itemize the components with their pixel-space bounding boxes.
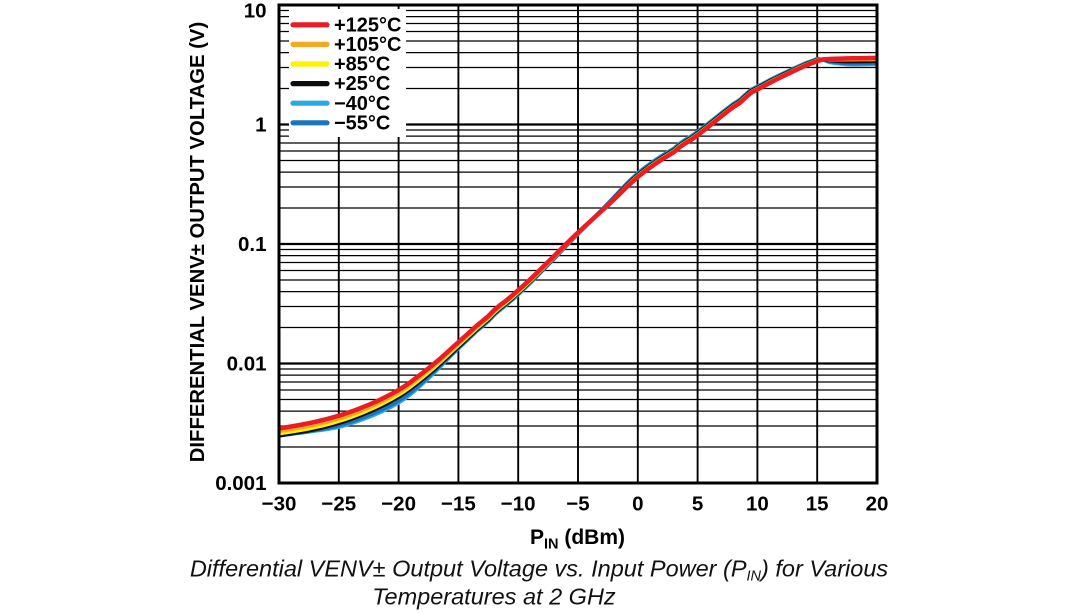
svg-text:0.1: 0.1 [238,233,267,256]
svg-text:+85°C: +85°C [334,54,390,76]
svg-text:10: 10 [244,0,267,23]
svg-text:5: 5 [692,493,703,516]
svg-text:+105°C: +105°C [334,34,402,56]
svg-text:−40°C: −40°C [334,93,390,115]
svg-text:−20: −20 [381,493,416,516]
svg-text:PIN (dBm): PIN (dBm) [530,526,625,553]
svg-text:DIFFERENTIAL VENV± OUTPUT VOLT: DIFFERENTIAL VENV± OUTPUT VOLTAGE (V) [187,22,209,462]
svg-text:−25: −25 [321,493,356,516]
svg-text:20: 20 [866,493,889,516]
svg-text:+25°C: +25°C [334,73,390,95]
svg-text:−5: −5 [566,493,589,516]
svg-text:+125°C: +125°C [334,14,402,36]
svg-text:−10: −10 [501,493,536,516]
svg-text:Differential VENV± Output Volt: Differential VENV± Output Voltage vs. In… [190,556,889,585]
svg-text:−55°C: −55°C [334,112,390,134]
svg-text:0: 0 [632,493,643,516]
svg-text:10: 10 [746,493,769,516]
svg-text:Temperatures at 2 GHz: Temperatures at 2 GHz [372,584,616,610]
svg-text:−15: −15 [441,493,476,516]
svg-text:0.01: 0.01 [227,352,267,375]
svg-text:−30: −30 [262,493,297,516]
svg-text:0.001: 0.001 [215,472,266,495]
svg-text:1: 1 [255,113,266,136]
svg-text:15: 15 [806,493,829,516]
